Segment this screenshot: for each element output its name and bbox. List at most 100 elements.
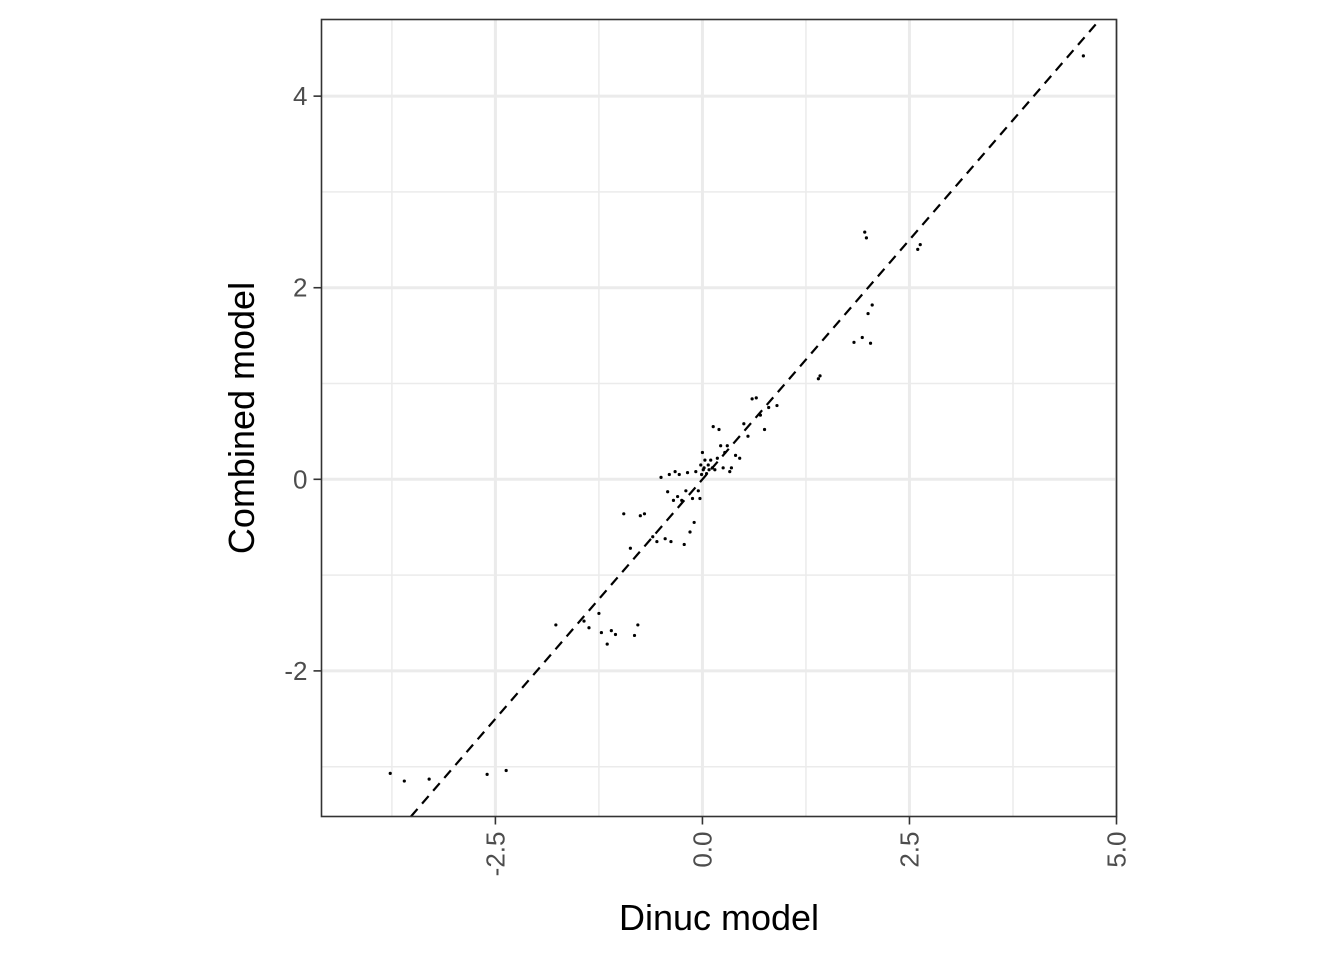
x-tick-label: 5.0 — [1102, 832, 1132, 868]
data-point — [605, 642, 609, 646]
data-point — [704, 471, 709, 476]
data-point — [864, 236, 869, 240]
data-point — [485, 772, 489, 776]
y-tick-label: 4 — [293, 81, 307, 111]
data-point — [609, 629, 613, 633]
data-point — [1081, 54, 1085, 58]
data-point — [870, 303, 874, 307]
data-point — [587, 626, 591, 630]
data-point — [680, 498, 684, 502]
data-point — [916, 247, 920, 252]
data-point — [852, 340, 856, 344]
data-point — [818, 374, 822, 378]
data-point — [663, 537, 667, 541]
y-axis-title: Combined model — [221, 282, 262, 554]
data-point — [636, 623, 640, 627]
data-point — [762, 427, 767, 432]
data-point — [868, 341, 873, 345]
data-point — [754, 396, 758, 400]
data-point — [703, 458, 707, 462]
data-point — [702, 466, 706, 470]
data-point — [767, 405, 771, 410]
y-tick-label: 2 — [293, 273, 307, 303]
data-point — [638, 514, 642, 518]
data-point — [729, 466, 734, 470]
data-point — [675, 494, 680, 499]
data-point — [688, 530, 692, 534]
data-point — [863, 230, 867, 234]
data-point — [673, 470, 677, 474]
y-tick-label: 0 — [293, 464, 307, 494]
y-axis-ticks: -2 0 2 4 — [284, 81, 322, 686]
plot-panel-border — [320, 18, 1118, 818]
x-axis-title: Dinuc model — [619, 897, 819, 938]
x-tick-label: -2.5 — [480, 832, 510, 877]
data-point — [698, 496, 702, 501]
data-point — [628, 546, 632, 550]
data-point — [651, 535, 655, 539]
data-point — [711, 425, 715, 429]
identity-reference-line — [410, 18, 1101, 818]
x-axis-ticks: -2.5 0.0 2.5 5.0 — [480, 816, 1132, 877]
x-tick-label: 0.0 — [687, 832, 717, 868]
data-point — [632, 633, 637, 638]
data-point — [671, 498, 676, 502]
data-point — [684, 489, 688, 493]
data-point — [427, 777, 431, 781]
data-point — [696, 489, 700, 493]
data-point — [866, 311, 870, 316]
data-point — [504, 768, 508, 773]
data-point — [677, 472, 681, 477]
data-point — [599, 630, 604, 635]
data-point — [685, 471, 690, 475]
data-point — [717, 427, 721, 432]
reference-line-layer — [410, 18, 1101, 818]
data-point — [725, 444, 729, 448]
data-point — [659, 475, 663, 479]
data-point — [692, 520, 696, 525]
data-point — [775, 403, 779, 408]
data-point — [758, 413, 763, 417]
points-layer — [388, 54, 1085, 783]
data-point — [816, 377, 820, 381]
data-point — [742, 422, 746, 426]
data-point — [597, 611, 601, 616]
data-point — [694, 470, 698, 474]
data-point — [642, 512, 647, 516]
data-point — [700, 450, 705, 455]
data-point — [706, 463, 710, 467]
data-point — [402, 779, 406, 783]
data-point — [388, 771, 392, 775]
data-point — [733, 453, 738, 457]
data-point — [709, 458, 713, 462]
data-point — [860, 335, 864, 340]
data-point — [918, 243, 922, 247]
data-point — [710, 466, 714, 470]
plot-panel-background — [321, 19, 1117, 817]
data-point — [655, 539, 659, 544]
data-point — [669, 539, 673, 544]
y-tick-label: -2 — [284, 656, 307, 686]
data-point — [746, 434, 750, 438]
data-point — [707, 468, 711, 472]
data-point — [682, 542, 686, 547]
data-point — [613, 632, 618, 637]
data-point — [750, 397, 754, 401]
data-point — [738, 456, 742, 460]
data-point — [690, 496, 695, 501]
data-point — [622, 512, 626, 516]
data-point — [666, 490, 670, 494]
grid-minor — [321, 19, 1117, 817]
data-point — [728, 470, 732, 474]
data-point — [554, 623, 558, 627]
data-point — [715, 456, 719, 460]
data-point — [699, 463, 703, 467]
data-point — [700, 472, 704, 477]
x-tick-label: 2.5 — [894, 832, 924, 868]
data-point — [667, 472, 671, 477]
data-point — [719, 444, 723, 448]
data-point — [582, 619, 586, 623]
data-point — [713, 468, 717, 472]
data-point — [721, 466, 725, 470]
